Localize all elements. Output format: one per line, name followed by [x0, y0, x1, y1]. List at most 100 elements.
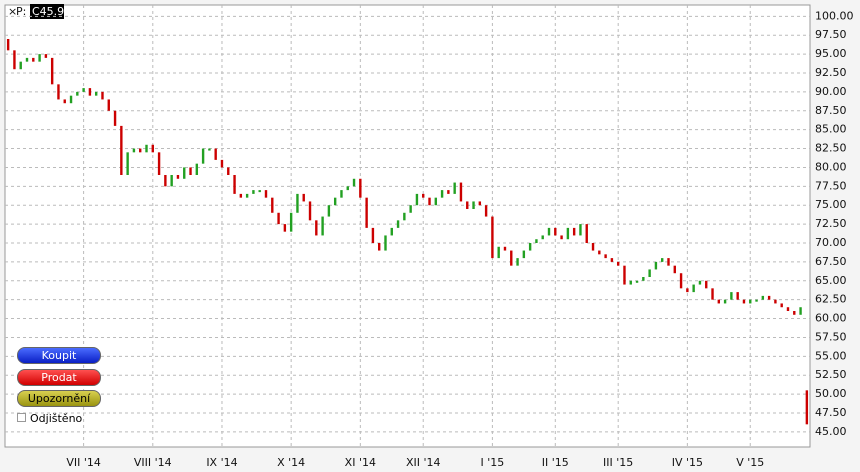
x-tick-label: VII '14: [66, 456, 101, 469]
candle: [736, 292, 739, 300]
candle: [516, 258, 519, 266]
candle: [227, 167, 230, 175]
candle: [635, 280, 639, 283]
candle: [591, 243, 595, 251]
candle: [705, 280, 708, 289]
unlocked-label: Odjištěno: [30, 412, 83, 425]
candle: [642, 277, 645, 281]
candle: [189, 167, 192, 175]
candle: [289, 212, 293, 232]
candle: [113, 110, 117, 126]
candle: [264, 190, 268, 198]
buy-button[interactable]: Koupit: [17, 347, 101, 364]
y-tick-label: 60.00: [815, 312, 847, 325]
candle: [749, 299, 752, 304]
candle: [774, 299, 777, 304]
y-tick-label: 62.50: [815, 293, 847, 306]
candle: [415, 193, 419, 206]
x-tick-label: VIII '14: [134, 456, 172, 469]
candle: [686, 288, 689, 293]
candle: [453, 182, 456, 194]
candle: [629, 280, 632, 285]
x-tick-label: III '15: [603, 456, 633, 469]
y-tick-label: 65.00: [815, 274, 847, 287]
candle: [50, 57, 54, 85]
x-tick-label: IX '14: [206, 456, 237, 469]
candle: [522, 250, 526, 259]
y-tick-label: 52.50: [815, 368, 847, 381]
candle: [88, 88, 92, 96]
candle: [554, 227, 557, 236]
y-tick-label: 82.50: [815, 142, 847, 155]
candle: [195, 163, 199, 175]
candle: [107, 99, 110, 111]
candle: [598, 250, 601, 255]
candle: [94, 91, 98, 96]
candle: [723, 299, 727, 304]
y-tick-label: 80.00: [815, 160, 847, 173]
candle: [755, 299, 758, 302]
candle: [283, 224, 287, 232]
price-label: P:: [16, 5, 26, 18]
alert-button[interactable]: Upozornění: [17, 390, 101, 407]
candle: [25, 57, 29, 62]
candle: [503, 246, 507, 251]
candle: [44, 54, 48, 58]
candle: [730, 292, 733, 300]
y-tick-label: 87.50: [815, 104, 847, 117]
candle: [793, 311, 796, 315]
y-tick-label: 90.00: [815, 85, 847, 98]
candle: [623, 265, 626, 285]
y-tick-label: 75.00: [815, 198, 847, 211]
candle: [422, 193, 425, 198]
candle: [377, 243, 381, 251]
candle: [654, 261, 658, 270]
candle: [101, 91, 104, 100]
candle: [13, 50, 16, 70]
candle: [440, 190, 444, 198]
candle: [535, 239, 538, 243]
candle: [428, 197, 431, 206]
candle: [296, 193, 299, 213]
x-tick-label: I '15: [481, 456, 505, 469]
candle: [560, 235, 563, 240]
candle: [434, 197, 438, 206]
candle: [478, 201, 482, 206]
candle: [346, 186, 349, 191]
candle: [176, 175, 180, 179]
y-tick-label: 55.00: [815, 349, 847, 362]
plot-area: [4, 4, 811, 448]
candle: [786, 307, 790, 311]
candle: [359, 178, 362, 198]
candle: [365, 197, 368, 228]
x-tick-label: V '15: [736, 456, 764, 469]
candle: [616, 261, 620, 266]
y-tick-label: 97.50: [815, 28, 847, 41]
x-tick-label: XII '14: [406, 456, 441, 469]
candle: [409, 205, 412, 213]
price-box: [30, 4, 64, 19]
candle: [799, 307, 802, 315]
candle: [484, 205, 488, 217]
candle: [239, 193, 243, 198]
candle: [302, 193, 305, 202]
candle: [170, 175, 173, 187]
candle: [491, 216, 494, 259]
sell-button[interactable]: Prodat: [17, 369, 101, 386]
candle: [208, 148, 211, 151]
price-value: C45.93: [32, 5, 71, 18]
unlocked-toggle[interactable]: Odjištěno: [17, 412, 82, 425]
candle: [459, 182, 463, 202]
candle: [541, 235, 544, 240]
candle: [742, 299, 746, 304]
x-tick-label: II '15: [542, 456, 569, 469]
close-icon[interactable]: ×: [8, 5, 17, 18]
candle: [233, 175, 236, 194]
candle: [19, 61, 22, 70]
candle: [126, 152, 129, 175]
candle: [76, 91, 79, 96]
checkbox[interactable]: [17, 413, 26, 422]
candle: [711, 288, 714, 300]
candle: [82, 88, 85, 92]
